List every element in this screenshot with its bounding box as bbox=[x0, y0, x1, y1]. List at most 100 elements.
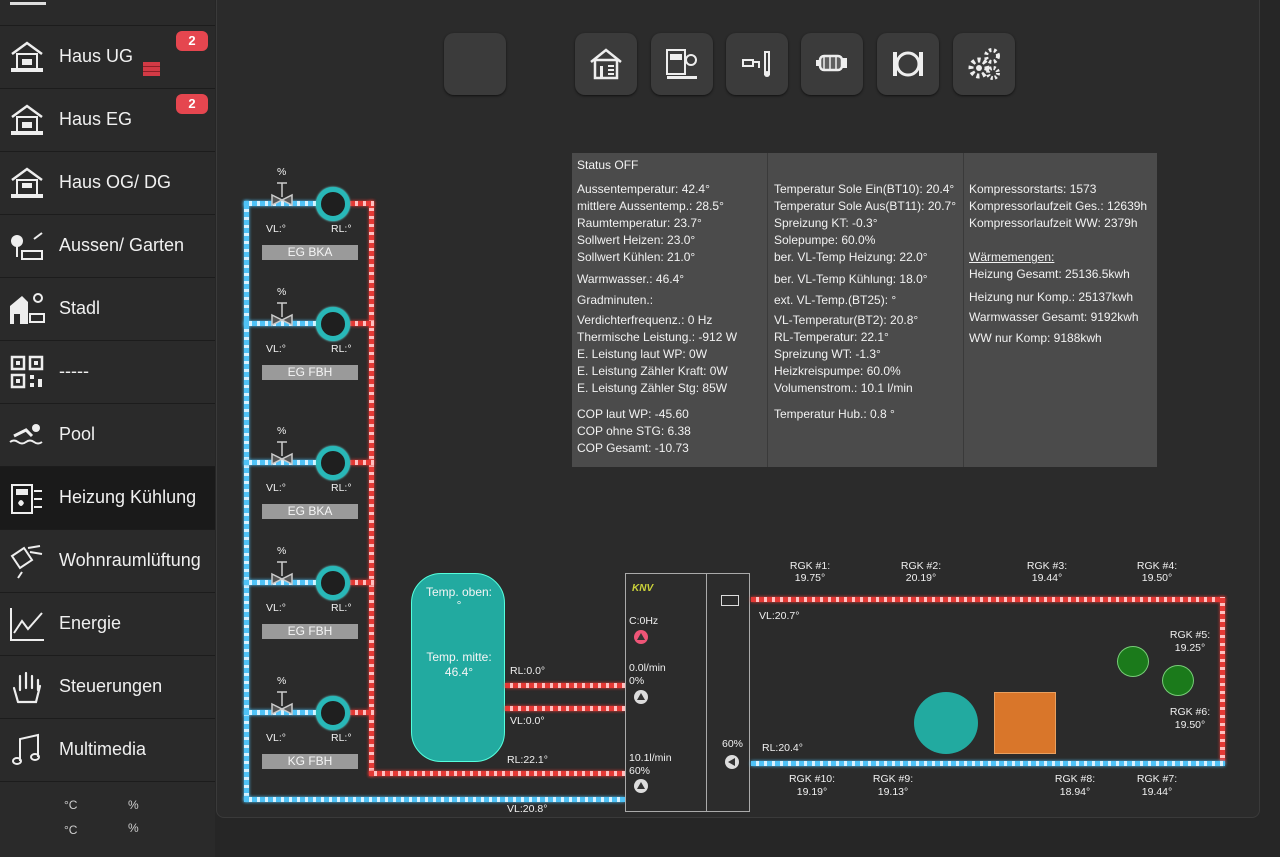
tank-top-value: ° bbox=[456, 598, 462, 612]
toolbar-button-water[interactable] bbox=[726, 33, 788, 95]
sidebar-item-label: Haus UG bbox=[59, 46, 134, 66]
qr-code-icon bbox=[10, 355, 44, 389]
toolbar-button-heatpump[interactable] bbox=[651, 33, 713, 95]
circuit-rl: RL:° bbox=[331, 732, 352, 744]
circulation-pump-icon[interactable] bbox=[316, 307, 350, 341]
probe-value: 19.25° bbox=[1174, 642, 1206, 654]
circuit-rl: RL:° bbox=[331, 482, 352, 494]
probe-value: 18.94° bbox=[1059, 786, 1091, 798]
toolbar-button-pump[interactable] bbox=[877, 33, 939, 95]
sidebar-item-stadl[interactable]: Stadl bbox=[0, 278, 215, 341]
toolbar-button-settings[interactable] bbox=[953, 33, 1015, 95]
probe-name: RGK #1: bbox=[789, 560, 831, 572]
status-line: Raumtemperatur: 23.7° bbox=[577, 216, 702, 230]
brand-logo: KNV bbox=[632, 583, 654, 594]
house-icon bbox=[11, 41, 43, 72]
circulation-pump-icon bbox=[893, 51, 923, 77]
tank-mid-label: Temp. mitte: bbox=[426, 650, 492, 664]
sidebar-item-pool[interactable]: Pool bbox=[0, 404, 215, 467]
status-line: E. Leistung laut WP: 0W bbox=[577, 347, 708, 361]
flow1-percent: 0% bbox=[629, 675, 645, 687]
status-line: RL-Temperatur: 22.1° bbox=[774, 330, 889, 344]
status-line: Heizung Gesamt: 25136.5kwh bbox=[969, 267, 1130, 281]
circulation-pump-icon[interactable] bbox=[316, 446, 350, 480]
sidebar-top-item[interactable] bbox=[0, 0, 215, 26]
valve-icon[interactable] bbox=[270, 554, 294, 594]
sidebar-item-label: Haus OG/ DG bbox=[59, 172, 172, 192]
status-heading: Wärmemengen: bbox=[969, 250, 1055, 264]
circuit-return-pipe bbox=[350, 321, 374, 326]
chart-line-icon bbox=[10, 608, 44, 641]
tank-supply-pipe bbox=[505, 706, 625, 711]
probe-value: 19.13° bbox=[877, 786, 909, 798]
probe-value: 19.19° bbox=[796, 786, 828, 798]
circuit-supply-pipe bbox=[244, 710, 316, 715]
tank-top-label: Temp. oben: bbox=[425, 585, 493, 599]
circulation-pump-icon[interactable] bbox=[316, 187, 350, 221]
sidebar-item-steuerungen[interactable]: Steuerungen bbox=[0, 656, 215, 719]
sidebar-item-haus-eg[interactable]: Haus EG 2 bbox=[0, 89, 215, 152]
house-thermometer-icon bbox=[590, 48, 622, 80]
status-line: WW nur Komp: 9188kwh bbox=[969, 331, 1102, 345]
toolbar-button-compressor[interactable] bbox=[801, 33, 863, 95]
sidebar-item-haus-ug[interactable]: Haus UG 2 bbox=[0, 26, 215, 89]
menu-icon bbox=[10, 2, 46, 5]
circulation-pump-icon[interactable] bbox=[316, 696, 350, 730]
status-line: Kompressorstarts: 1573 bbox=[969, 182, 1097, 196]
gears-icon bbox=[968, 48, 1000, 80]
probe-name: RGK #2: bbox=[900, 560, 942, 572]
valve-icon[interactable] bbox=[270, 175, 294, 215]
display-icon bbox=[721, 595, 739, 606]
heatpump-divider bbox=[706, 574, 707, 811]
valve-percent: % bbox=[277, 425, 287, 437]
toolbar-button-empty[interactable] bbox=[444, 33, 506, 95]
circulation-pump-icon[interactable] bbox=[316, 566, 350, 600]
notification-badge: 2 bbox=[176, 94, 208, 114]
ground-loop-right bbox=[1220, 597, 1225, 763]
status-title: Status OFF bbox=[577, 158, 639, 172]
sidebar-item-multimedia[interactable]: Multimedia bbox=[0, 719, 215, 782]
status-column-1: Status OFF Aussentemperatur: 42.4° mittl… bbox=[572, 153, 767, 467]
sidebar-item-energie[interactable]: Energie bbox=[0, 593, 215, 656]
status-line: Thermische Leistung.: -912 W bbox=[577, 330, 738, 344]
circuit-vl: VL:° bbox=[266, 223, 286, 235]
flow2-label: 10.1l/min bbox=[629, 752, 672, 764]
status-line: E. Leistung Zähler Stg: 85W bbox=[577, 381, 728, 395]
sidebar-item-qr[interactable]: ----- bbox=[0, 341, 215, 404]
status-line: VL-Temperatur(BT2): 20.8° bbox=[774, 313, 919, 327]
valve-icon[interactable] bbox=[270, 295, 294, 335]
status-line: Spreizung WT: -1.3° bbox=[774, 347, 881, 361]
status-line: Aussentemperatur: 42.4° bbox=[577, 182, 710, 196]
probe-value: 19.75° bbox=[794, 572, 826, 584]
sidebar-item-aussen[interactable]: Aussen/ Garten bbox=[0, 215, 215, 278]
sidebar-item-heizung[interactable]: Heizung Kühlung bbox=[0, 467, 215, 530]
circuit-return-pipe bbox=[350, 710, 374, 715]
circuit-return-pipe bbox=[350, 460, 374, 465]
ventilation-icon bbox=[10, 545, 43, 579]
status-line: Kompressorlaufzeit Ges.: 12639h bbox=[969, 199, 1148, 213]
status-column-2: Temperatur Sole Ein(BT10): 20.4° Tempera… bbox=[767, 153, 963, 467]
status-line: Volumenstrom.: 10.1 l/min bbox=[774, 381, 913, 395]
circuit-vl: VL:° bbox=[266, 602, 286, 614]
sidebar-item-label: Aussen/ Garten bbox=[59, 235, 185, 255]
heatpump-control-icon bbox=[666, 49, 697, 79]
circuit-vl: VL:° bbox=[266, 343, 286, 355]
valve-icon[interactable] bbox=[270, 434, 294, 474]
sidebar-item-haus-og[interactable]: Haus OG/ DG bbox=[0, 152, 215, 215]
sidebar-item-lueftung[interactable]: Wohnraumlüftung bbox=[0, 530, 215, 593]
pump-indicator-icon bbox=[634, 779, 648, 793]
status-line: COP Gesamt: -10.73 bbox=[577, 441, 689, 455]
valve-icon[interactable] bbox=[270, 684, 294, 724]
probe-name: RGK #10: bbox=[788, 773, 836, 785]
toolbar-button-house[interactable] bbox=[575, 33, 637, 95]
status-line: Temperatur Hub.: 0.8 ° bbox=[774, 407, 895, 421]
valve-percent: % bbox=[277, 286, 287, 298]
window-blind-icon bbox=[143, 62, 160, 76]
probe-value: 19.44° bbox=[1031, 572, 1063, 584]
status-line: ext. VL-Temp.(BT25): ° bbox=[774, 293, 897, 307]
sole-pump-indicator-icon bbox=[725, 755, 739, 769]
status-line: COP laut WP: -45.60 bbox=[577, 407, 689, 421]
ground-loop-bottom bbox=[751, 761, 1225, 766]
circuit-vl: VL:° bbox=[266, 732, 286, 744]
status-line: Verdichterfrequenz.: 0 Hz bbox=[577, 313, 713, 327]
